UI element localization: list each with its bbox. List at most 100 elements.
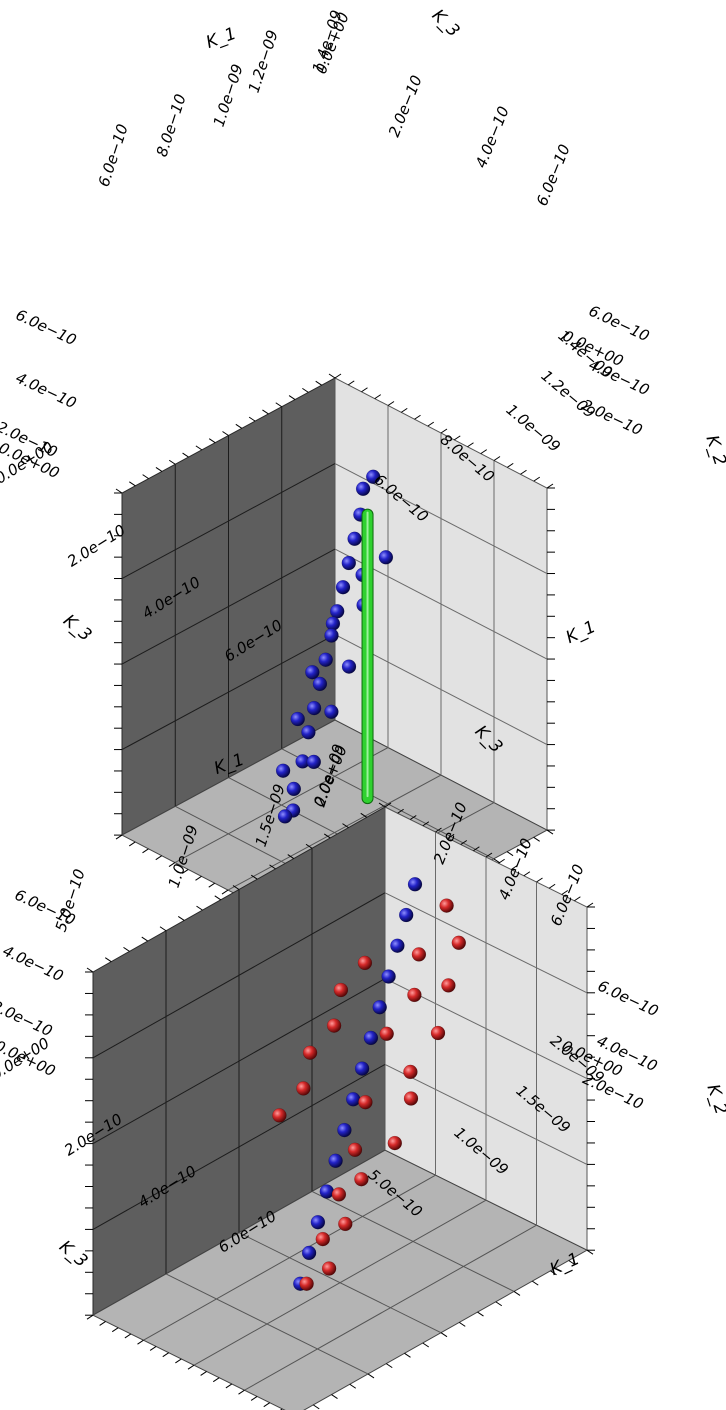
tick-label-k1-back: 1.2e−09	[245, 28, 282, 95]
tick-mark	[550, 1270, 557, 1276]
tick-mark	[263, 1402, 271, 1408]
tick-mark	[86, 1314, 94, 1320]
grid-line	[92, 978, 386, 1145]
tick-mark	[447, 833, 455, 839]
tick-mark	[129, 481, 136, 487]
data-point	[354, 1061, 370, 1076]
tick-label-k1-back: 1.0e−09	[210, 62, 247, 129]
data-point	[299, 1276, 314, 1291]
grid-line	[92, 1063, 386, 1230]
tick-mark	[367, 1373, 375, 1379]
data-point	[411, 947, 427, 962]
floor	[91, 1149, 589, 1410]
tick-mark	[334, 373, 342, 379]
tick-mark	[168, 862, 176, 868]
tick-mark	[422, 821, 430, 827]
tick-mark	[427, 421, 435, 427]
data-point	[347, 531, 362, 547]
data-point	[306, 754, 322, 770]
tick-mark	[181, 869, 189, 874]
tick-mark	[155, 467, 163, 472]
tick-mark	[124, 1333, 132, 1339]
chart-panel-top: 6.0e−10 8.0e−10 1.0e−091.2e−09 1.4e−091.4e−…	[0, 6, 726, 950]
tick-label-k2-left: 4.0e−10	[13, 369, 79, 413]
tick-mark	[238, 1389, 245, 1395]
tick-label-k1-back: 8.0e−10	[153, 92, 190, 159]
tick-mark	[400, 407, 408, 413]
tick-mark	[349, 1383, 357, 1389]
data-point	[328, 1153, 343, 1169]
tick-mark	[520, 844, 527, 849]
tick-label-k1-front: 1.0e−09	[503, 400, 564, 455]
grid-line	[121, 634, 336, 751]
tick-mark	[568, 1260, 576, 1265]
tick-mark	[331, 1394, 338, 1399]
data-point	[301, 725, 316, 740]
tick-mark	[414, 414, 421, 420]
tick-label-k3-top: 2.0e−10	[385, 73, 426, 140]
tick-mark	[222, 431, 229, 436]
tick-mark	[328, 373, 336, 379]
data-point	[398, 907, 414, 923]
tick-mark	[453, 435, 461, 441]
data-point	[326, 1018, 342, 1033]
tick-mark	[548, 883, 556, 889]
tick-mark	[440, 1332, 448, 1338]
tick-mark	[142, 848, 149, 854]
tick-mark	[546, 483, 554, 489]
data-point	[290, 711, 305, 727]
data-point	[329, 604, 345, 619]
data-point	[387, 1135, 403, 1151]
grid-line	[244, 1224, 537, 1391]
data-point	[302, 1045, 318, 1060]
tick-mark	[262, 409, 269, 415]
data-point	[306, 700, 322, 716]
data-point	[381, 969, 396, 984]
tick-mark	[315, 380, 322, 386]
tick-mark	[574, 896, 581, 902]
tick-mark	[196, 905, 203, 911]
tick-mark	[561, 890, 569, 895]
tick-mark	[536, 877, 543, 883]
data-point	[378, 550, 394, 565]
tick-mark	[473, 846, 480, 852]
data-point	[363, 1030, 379, 1046]
tick-mark	[440, 428, 448, 434]
tick-mark	[458, 1321, 466, 1327]
tick-mark	[302, 387, 309, 393]
tick-mark	[187, 1364, 195, 1370]
axis-label-k1-bottom: K_1	[563, 617, 599, 648]
data-point	[430, 1025, 446, 1041]
tick-mark	[200, 1371, 207, 1376]
tick-label-k2-left: 2.0e−10	[0, 997, 55, 1041]
tick-mark	[385, 1363, 393, 1369]
data-point	[338, 1216, 353, 1232]
data-point	[296, 1081, 311, 1096]
tick-mark	[480, 449, 488, 455]
data-point	[286, 781, 302, 797]
tick-label-k2-left: 4.0e−10	[0, 942, 66, 986]
tick-mark	[523, 871, 531, 877]
data-point	[354, 1171, 369, 1187]
tick-mark	[387, 401, 395, 406]
data-point	[324, 704, 339, 720]
tick-label-k2-left: 6.0e−10	[13, 306, 79, 350]
tick-mark	[155, 855, 163, 861]
data-point	[365, 469, 381, 485]
data-point	[321, 1261, 337, 1276]
tick-mark	[195, 875, 202, 881]
data-point	[439, 898, 454, 913]
data-point	[358, 1094, 373, 1110]
tick-mark	[269, 864, 276, 870]
tick-label-k1-back: 6.0e−10	[95, 122, 132, 189]
tick-mark	[142, 474, 149, 480]
data-point	[441, 978, 456, 993]
axis-label-k3-bottom: K_3	[55, 1237, 91, 1272]
tick-mark	[460, 840, 468, 845]
data-point	[403, 1064, 418, 1080]
tick-mark	[495, 1301, 503, 1307]
data-point	[451, 935, 467, 951]
tick-mark	[162, 1352, 170, 1358]
tick-mark	[141, 936, 149, 942]
tick-mark	[347, 380, 355, 386]
